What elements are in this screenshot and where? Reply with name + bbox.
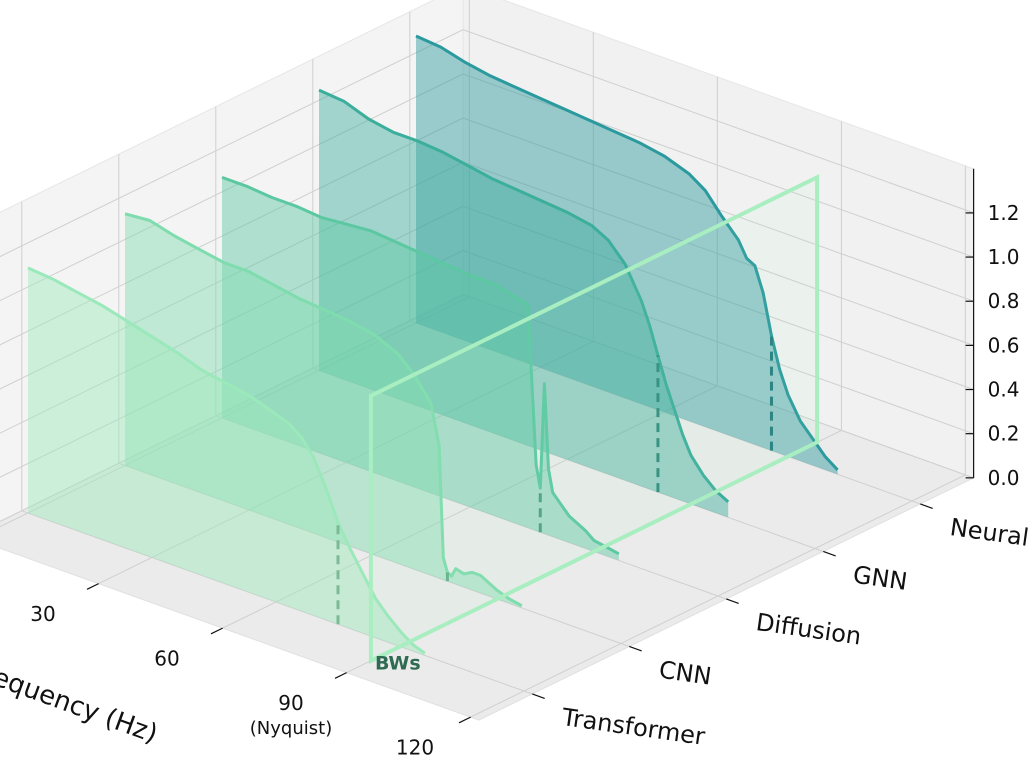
nyquist-plane: BWs (368, 174, 820, 674)
z-tick-label: 1.0 (988, 245, 1020, 269)
series-line-0 (27, 266, 426, 655)
z-tick-label: 0.4 (988, 378, 1020, 402)
category-tick-mark (823, 550, 836, 557)
grid-line-z (0, 205, 974, 434)
x-tick-label: 120 (396, 736, 434, 760)
category-tick-mark (532, 693, 545, 699)
series-line-2 (221, 175, 620, 556)
x-tick-label: 60 (154, 647, 179, 671)
category-tick-mark (629, 645, 642, 652)
category-label: GNN (851, 561, 909, 596)
grid-line-z (0, 117, 974, 346)
series-area-0 (28, 267, 425, 656)
z-tick-label: 0.8 (988, 289, 1020, 313)
z-tick-label: 0.2 (988, 422, 1020, 446)
z-tick-label: 0.0 (988, 466, 1020, 490)
x-tick-mark (334, 672, 347, 679)
z-tick-label: 1.2 (988, 201, 1020, 225)
category-tick-mark (920, 503, 933, 509)
grid-line-z (0, 294, 974, 522)
category-label: Transformer (559, 703, 707, 751)
category-tick-mark (726, 598, 739, 604)
grid-line-z (0, 29, 974, 258)
grid-lines (0, 0, 974, 718)
bandwidth-label: BWs (375, 652, 421, 674)
z-tick-label: 0.6 (988, 333, 1020, 357)
series-walls (27, 34, 839, 656)
x-tick-mark (86, 583, 99, 590)
series-area-1 (125, 213, 522, 608)
series-line-1 (124, 212, 523, 608)
nyquist-plane-outline (368, 174, 820, 665)
x-tick-label: 30 (30, 602, 55, 626)
nyquist-label: (Nyquist) (250, 718, 332, 739)
x-axis-title: Frequency (Hz) (0, 654, 161, 749)
x-tick-label: 90 (278, 691, 303, 715)
series-area-4 (416, 36, 838, 475)
series-line-3 (318, 88, 730, 504)
series-line-4 (415, 34, 839, 471)
x-tick-mark (458, 716, 471, 724)
grid-line-z (0, 73, 974, 302)
category-label: Diffusion (754, 608, 863, 650)
category-label: Neural ODEs (948, 513, 1035, 562)
series-area-2 (222, 177, 619, 561)
x-tick-mark (210, 627, 223, 635)
category-label: CNN (657, 656, 713, 691)
grid-line-z (0, 249, 974, 478)
